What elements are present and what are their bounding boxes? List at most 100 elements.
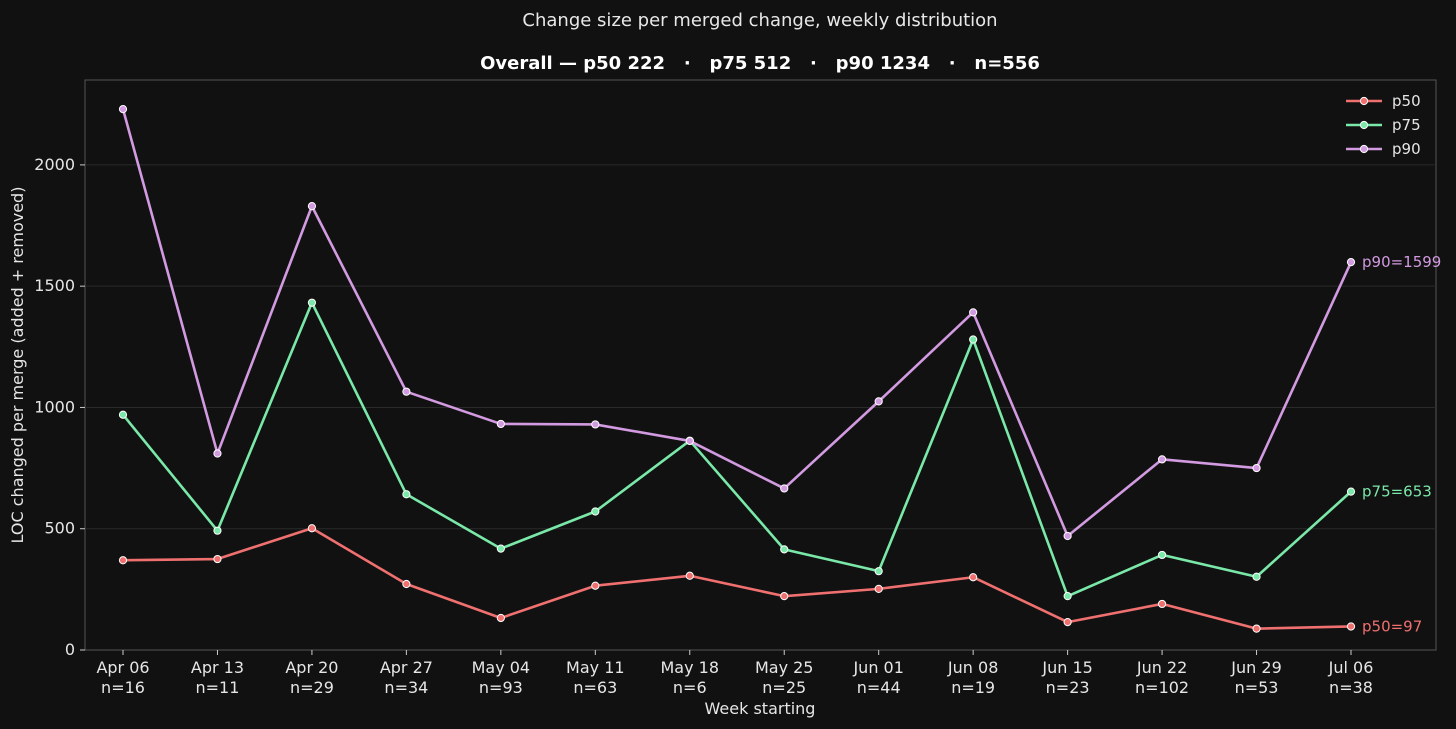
x-tick-label: May 04 xyxy=(472,658,531,677)
y-axis-label: LOC changed per merge (added + removed) xyxy=(8,187,27,544)
data-point-p90 xyxy=(1346,258,1356,267)
data-point-p75 xyxy=(1157,550,1167,560)
data-point-p90 xyxy=(969,308,978,317)
data-point-p50 xyxy=(1063,618,1072,627)
x-ticks: Apr 06n=16 Apr 13n=11 Apr 20n=29 Apr 27n=34… xyxy=(96,650,1373,697)
x-tick-count: n=11 xyxy=(196,678,240,697)
data-point-p75 xyxy=(307,298,317,307)
chart-subtitle: Overall — p50 222 · p75 512 · p90 1234 ·… xyxy=(480,53,1040,74)
y-tick-label: 1000 xyxy=(34,397,75,416)
data-point-p90 xyxy=(1252,463,1261,473)
data-point-p50 xyxy=(780,592,789,601)
data-point-p90 xyxy=(307,202,317,211)
end-label-p75: p75=653 xyxy=(1362,483,1432,501)
series-p90: p90=1599 xyxy=(118,105,1441,541)
data-point-p75 xyxy=(1346,487,1356,496)
data-point-p75 xyxy=(402,490,411,499)
x-tick-count: n=23 xyxy=(1046,678,1090,697)
x-tick-count: n=53 xyxy=(1235,678,1279,697)
end-label-p90: p90=1599 xyxy=(1362,253,1441,271)
y-tick-label: 2000 xyxy=(34,155,75,174)
legend-marker-p90 xyxy=(1359,144,1369,154)
data-point-p90 xyxy=(685,436,694,446)
series-p75: p75=653 xyxy=(118,298,1432,601)
legend-label-p75: p75 xyxy=(1392,116,1421,134)
data-point-p90 xyxy=(118,105,128,114)
series-line-p90 xyxy=(121,108,1353,538)
series-p50: p50=97 xyxy=(118,524,1422,635)
data-point-p75 xyxy=(591,507,600,516)
x-tick-count: n=16 xyxy=(101,678,145,697)
data-point-p90 xyxy=(780,484,789,493)
x-tick-count: n=63 xyxy=(573,678,617,697)
x-tick-count: n=19 xyxy=(951,678,995,697)
x-tick-count: n=44 xyxy=(857,678,901,697)
data-point-p50 xyxy=(118,556,128,565)
x-tick-label: Apr 20 xyxy=(285,658,338,677)
data-point-p75 xyxy=(213,526,222,535)
x-tick-label: Jul 06 xyxy=(1328,658,1374,677)
legend-marker-p50 xyxy=(1359,96,1369,106)
data-point-p50 xyxy=(969,573,978,582)
x-tick-count: n=25 xyxy=(762,678,806,697)
data-point-p75 xyxy=(1252,572,1261,581)
data-point-p50 xyxy=(496,613,505,623)
y-tick-label: 0 xyxy=(65,640,75,659)
x-tick-label: Apr 27 xyxy=(380,658,433,677)
x-tick-label: May 11 xyxy=(566,658,625,677)
data-point-p50 xyxy=(213,554,222,564)
data-point-p50 xyxy=(307,524,317,533)
data-point-p75 xyxy=(874,567,883,576)
chart-title: Change size per merged change, weekly di… xyxy=(522,10,997,31)
x-tick-count: n=38 xyxy=(1329,678,1373,697)
y-tick-label: 1500 xyxy=(34,276,75,295)
data-point-p90 xyxy=(1157,455,1167,464)
plot-frame xyxy=(84,79,1437,651)
data-point-p75 xyxy=(496,544,505,553)
x-tick-label: Apr 06 xyxy=(96,658,149,677)
x-tick-count: n=93 xyxy=(479,678,523,697)
data-point-p75 xyxy=(969,335,978,344)
data-point-p90 xyxy=(591,420,600,429)
x-axis-label: Week starting xyxy=(705,699,816,718)
data-point-p50 xyxy=(874,584,883,593)
x-tick-label: Jun 08 xyxy=(947,658,998,677)
series-line-p75 xyxy=(121,301,1352,598)
grid-layer xyxy=(85,164,1436,530)
legend: p50 p75 p90 xyxy=(1346,92,1421,158)
x-tick-count: n=29 xyxy=(290,678,334,697)
data-point-p50 xyxy=(402,579,411,589)
y-tick-label: 500 xyxy=(44,519,75,538)
data-point-p50 xyxy=(1157,599,1167,609)
data-point-p90 xyxy=(1063,531,1072,541)
y-ticks: 0 500 1000 1500 2000 xyxy=(34,155,85,659)
legend-marker-p75 xyxy=(1359,120,1369,130)
end-label-p50: p50=97 xyxy=(1362,617,1422,635)
data-point-p50 xyxy=(685,571,694,580)
x-tick-label: Jun 01 xyxy=(852,658,903,677)
data-point-p90 xyxy=(874,397,883,406)
data-point-p50 xyxy=(1346,622,1356,631)
data-point-p50 xyxy=(1252,624,1261,633)
x-tick-label: Jun 15 xyxy=(1041,658,1092,677)
data-point-p90 xyxy=(213,449,222,458)
series-line-p50 xyxy=(122,526,1352,630)
x-tick-count: n=6 xyxy=(673,678,707,697)
data-point-p50 xyxy=(591,581,600,590)
x-tick-count: n=102 xyxy=(1135,678,1189,697)
series-layer: p50=97 p75=653 p90=1599 xyxy=(118,105,1441,635)
x-tick-label: Apr 13 xyxy=(191,658,244,677)
legend-label-p90: p90 xyxy=(1392,140,1421,158)
data-point-p75 xyxy=(1063,592,1072,601)
data-point-p75 xyxy=(118,410,128,419)
x-tick-label: May 25 xyxy=(755,658,814,677)
x-tick-count: n=34 xyxy=(384,678,428,697)
legend-label-p50: p50 xyxy=(1392,92,1421,110)
data-point-p75 xyxy=(780,545,789,554)
x-tick-label: Jun 22 xyxy=(1136,658,1187,677)
x-tick-label: May 18 xyxy=(661,658,720,677)
data-point-p90 xyxy=(402,387,411,396)
data-point-p90 xyxy=(496,419,505,429)
